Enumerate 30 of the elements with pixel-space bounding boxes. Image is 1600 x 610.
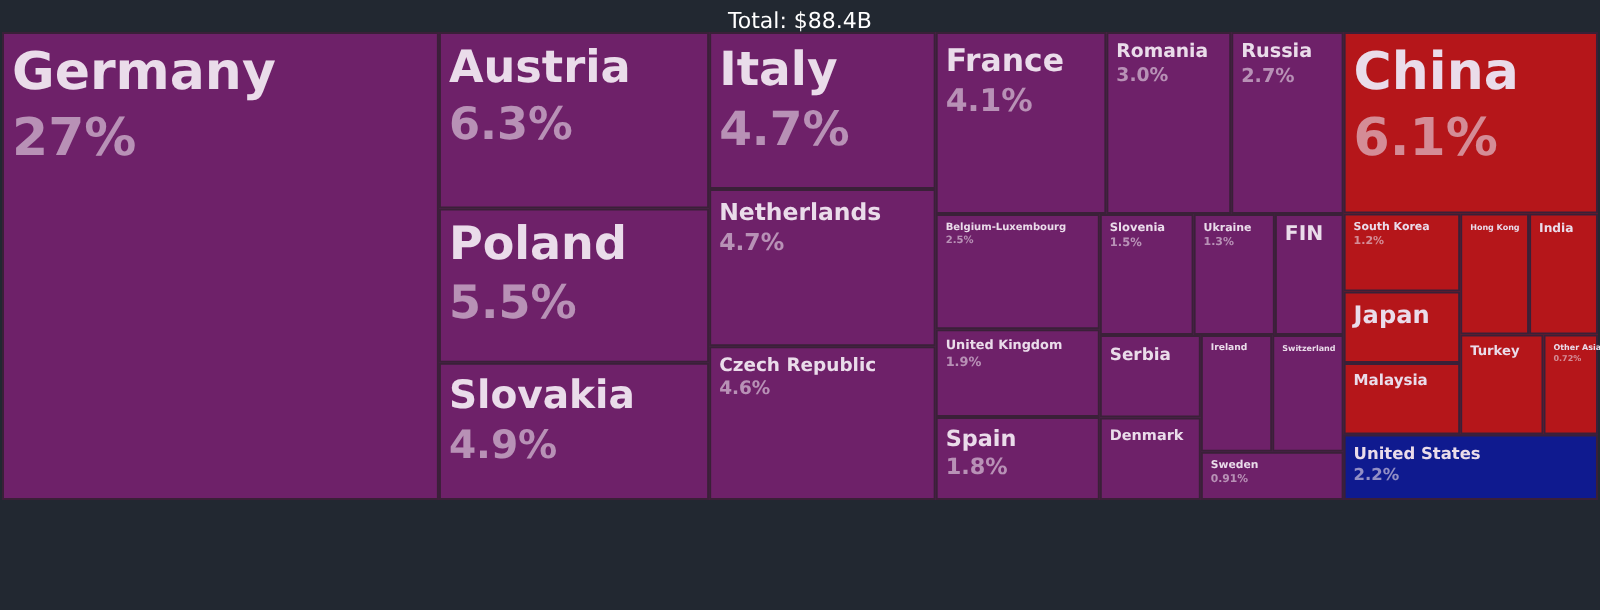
data-label: 4.7% xyxy=(719,227,785,256)
data-label: 3.0% xyxy=(1116,64,1170,87)
category-label: FIN xyxy=(1284,223,1324,246)
data-label: 4.9% xyxy=(448,421,558,468)
category-label: Romania xyxy=(1116,40,1209,63)
category-label: Slovakia xyxy=(448,372,635,419)
data-label: 6.3% xyxy=(448,98,573,151)
category-label: Germany xyxy=(12,42,276,103)
data-label: 2.2% xyxy=(1353,463,1400,484)
text: Total: $88.4B xyxy=(726,8,872,34)
category-label: Japan xyxy=(1351,300,1430,329)
category-label: Russia xyxy=(1241,41,1313,64)
category-label: Czech Republic xyxy=(719,354,877,377)
category-label: Poland xyxy=(448,219,627,272)
data-label: 4.1% xyxy=(945,80,1034,119)
category-label: Spain xyxy=(945,425,1017,452)
category-label: Italy xyxy=(719,41,838,98)
data-label: 27% xyxy=(12,108,137,169)
category-label: China xyxy=(1353,42,1519,103)
data-label: 4.7% xyxy=(719,101,850,158)
category-label: Netherlands xyxy=(719,197,882,226)
category-label: United States xyxy=(1353,442,1481,463)
category-label: France xyxy=(945,40,1064,79)
data-label: 6.1% xyxy=(1353,108,1498,169)
data-label: 2.7% xyxy=(1241,65,1296,88)
data-label: 1.8% xyxy=(945,454,1008,481)
category-label: Serbia xyxy=(1109,343,1172,364)
category-label: Austria xyxy=(448,41,631,94)
data-label: 4.6% xyxy=(719,378,771,401)
data-label: 5.5% xyxy=(448,278,577,331)
